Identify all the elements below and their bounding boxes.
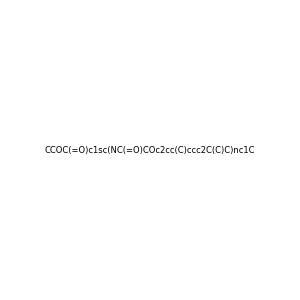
Text: CCOC(=O)c1sc(NC(=O)COc2cc(C)ccc2C(C)C)nc1C: CCOC(=O)c1sc(NC(=O)COc2cc(C)ccc2C(C)C)nc…	[45, 146, 255, 154]
